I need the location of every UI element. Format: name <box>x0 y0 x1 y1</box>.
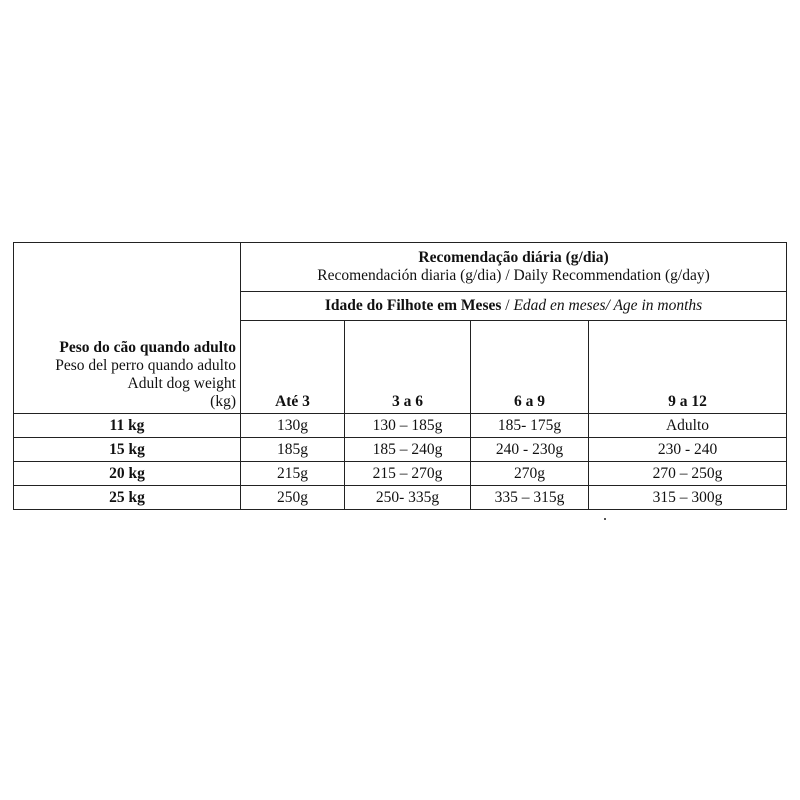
table-row: 11 kg 130g 130 – 185g 185- 175g Adulto <box>13 413 788 438</box>
value-cell: Adulto <box>587 413 788 438</box>
value-cell: 250- 335g <box>344 485 471 510</box>
value-cell: 185- 175g <box>470 413 589 438</box>
value-cell: 315 – 300g <box>587 485 788 510</box>
stray-mark <box>604 518 606 520</box>
value-cell: 270 – 250g <box>587 461 788 486</box>
weight-cell: 11 kg <box>13 413 241 438</box>
value-cell: 185 – 240g <box>344 437 471 462</box>
weight-header-en: Adult dog weight <box>127 375 237 392</box>
value-cell: 250g <box>240 485 345 510</box>
value-cell: 335 – 315g <box>470 485 589 510</box>
value-cell: 215 – 270g <box>344 461 471 486</box>
weight-header-pt: Peso do cão quando adulto <box>59 339 236 356</box>
recommendation-header-cell: Recomendação diária (g/dia) Recomendació… <box>239 242 788 292</box>
column-header: 6 a 9 <box>470 320 589 414</box>
age-header-sep: / <box>501 297 514 314</box>
value-cell: 130g <box>240 413 345 438</box>
column-header: Até 3 <box>240 320 345 414</box>
weight-cell: 15 kg <box>13 437 241 462</box>
weight-header-cell: Peso do cão quando adulto Peso del perro… <box>13 242 241 414</box>
value-cell: 230 - 240 <box>587 437 788 462</box>
table-row: 15 kg 185g 185 – 240g 240 - 230g 230 - 2… <box>13 437 788 462</box>
feeding-table: Peso do cão quando adulto Peso del perro… <box>13 242 788 510</box>
recommendation-title-es-en: Recomendación diaria (g/dia) / Daily Rec… <box>317 267 710 284</box>
age-header-cell: Idade do Filhote em Meses / Edad en mese… <box>239 291 788 321</box>
value-cell: 185g <box>240 437 345 462</box>
value-cell: 215g <box>240 461 345 486</box>
column-header: 3 a 6 <box>344 320 471 414</box>
weight-header-es: Peso del perro quando adulto <box>55 357 236 374</box>
value-cell: 270g <box>470 461 589 486</box>
column-header: 9 a 12 <box>587 320 788 414</box>
value-cell: 130 – 185g <box>344 413 471 438</box>
age-header-es-en: Edad en meses/ Age in months <box>513 297 703 314</box>
recommendation-title-pt: Recomendação diária (g/dia) <box>418 249 609 266</box>
table-row: 25 kg 250g 250- 335g 335 – 315g 315 – 30… <box>13 485 788 510</box>
weight-header-unit: (kg) <box>210 393 236 410</box>
weight-cell: 20 kg <box>13 461 241 486</box>
age-header-pt: Idade do Filhote em Meses <box>324 297 502 314</box>
table-row: 20 kg 215g 215 – 270g 270g 270 – 250g <box>13 461 788 486</box>
value-cell: 240 - 230g <box>470 437 589 462</box>
weight-cell: 25 kg <box>13 485 241 510</box>
